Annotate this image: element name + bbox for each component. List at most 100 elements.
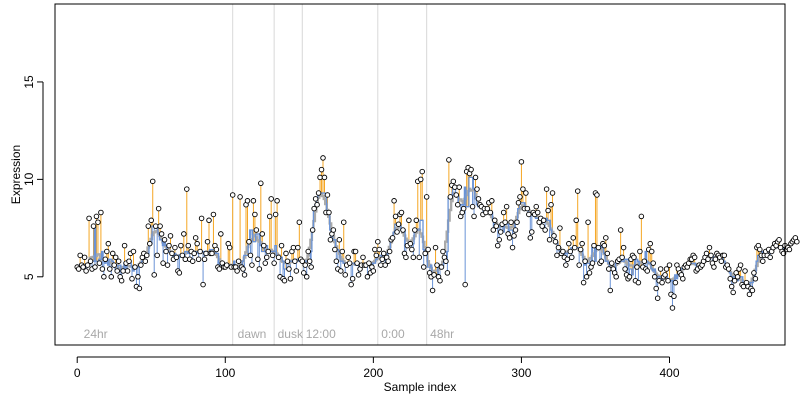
data-point — [662, 272, 668, 278]
data-point — [271, 260, 277, 266]
data-point — [540, 217, 547, 224]
data-point — [546, 237, 553, 243]
data-point — [81, 254, 88, 261]
data-point — [151, 272, 157, 278]
data-point — [292, 258, 298, 264]
data-point — [124, 268, 131, 274]
data-point — [669, 305, 676, 311]
data-point — [737, 262, 744, 268]
data-point — [727, 275, 733, 282]
data-point — [268, 196, 274, 202]
smooth-line-layer — [76, 187, 798, 286]
data-point — [417, 176, 424, 183]
y-tick-label: 10 — [22, 172, 36, 186]
data-point — [155, 205, 162, 212]
y-axis-title: Expression — [9, 145, 23, 204]
data-point — [542, 227, 548, 233]
data-point — [389, 235, 396, 241]
data-point — [407, 240, 414, 247]
data-point — [555, 244, 562, 251]
data-point — [349, 275, 356, 282]
data-point — [99, 266, 106, 272]
data-point — [250, 198, 257, 204]
x-tick-label: 300 — [511, 366, 531, 380]
data-point — [526, 211, 532, 218]
data-point — [118, 277, 125, 284]
data-point — [585, 219, 591, 225]
data-point — [474, 186, 480, 192]
data-point — [577, 246, 584, 253]
data-point — [96, 260, 103, 266]
data-point — [534, 209, 541, 216]
data-point — [786, 246, 793, 253]
data-point — [425, 246, 431, 253]
data-point — [246, 238, 252, 245]
data-point — [107, 266, 113, 272]
data-point — [255, 256, 261, 263]
data-point — [201, 256, 208, 263]
data-point — [490, 227, 497, 233]
data-point — [87, 258, 94, 264]
data-point — [492, 217, 498, 224]
x-tick-label: 400 — [659, 366, 679, 380]
data-point — [164, 262, 171, 268]
data-point — [105, 240, 112, 247]
data-point — [400, 227, 406, 233]
data-point — [594, 192, 600, 198]
data-point — [275, 254, 282, 261]
data-point — [167, 233, 174, 239]
data-point — [161, 237, 168, 243]
data-point — [721, 252, 728, 259]
data-point — [520, 186, 526, 192]
y-tick-label: 15 — [22, 75, 36, 89]
data-point — [557, 225, 563, 231]
data-point — [443, 258, 449, 264]
data-point — [571, 244, 578, 251]
data-point — [635, 279, 642, 286]
data-point — [296, 219, 303, 225]
data-point — [380, 250, 387, 257]
data-point — [494, 242, 501, 249]
data-point — [533, 203, 539, 210]
data-point — [582, 258, 588, 264]
data-point — [301, 270, 307, 276]
data-point — [517, 194, 523, 200]
data-point — [364, 274, 371, 280]
data-point — [378, 262, 384, 268]
data-point — [634, 264, 640, 270]
data-point — [198, 215, 205, 222]
data-point — [148, 217, 154, 224]
data-point — [444, 270, 451, 276]
data-point — [261, 242, 267, 249]
data-point — [185, 242, 192, 249]
data-point — [241, 272, 248, 278]
data-point — [706, 244, 713, 251]
data-point — [178, 242, 184, 249]
data-point — [176, 270, 183, 276]
region-label-24hr: 24hr — [84, 327, 108, 341]
data-point — [554, 252, 560, 259]
data-point — [360, 254, 366, 261]
data-point — [104, 248, 110, 255]
data-point — [293, 268, 300, 274]
data-point — [742, 268, 748, 274]
data-point — [283, 250, 289, 257]
data-point — [189, 258, 196, 264]
data-point — [226, 244, 233, 251]
data-point — [566, 240, 572, 247]
data-point — [327, 237, 334, 243]
data-point — [80, 264, 86, 270]
data-point — [551, 233, 557, 239]
data-point — [306, 258, 313, 264]
data-point — [173, 254, 180, 261]
data-point — [149, 178, 156, 185]
data-point — [653, 285, 659, 292]
data-point — [376, 246, 383, 253]
data-point — [574, 188, 581, 194]
x-axis-title: Sample index — [384, 380, 457, 394]
data-point — [496, 237, 502, 243]
data-point — [112, 254, 119, 261]
data-point — [274, 198, 280, 204]
data-point — [703, 250, 710, 257]
region-label-48hr: 48hr — [430, 327, 454, 341]
